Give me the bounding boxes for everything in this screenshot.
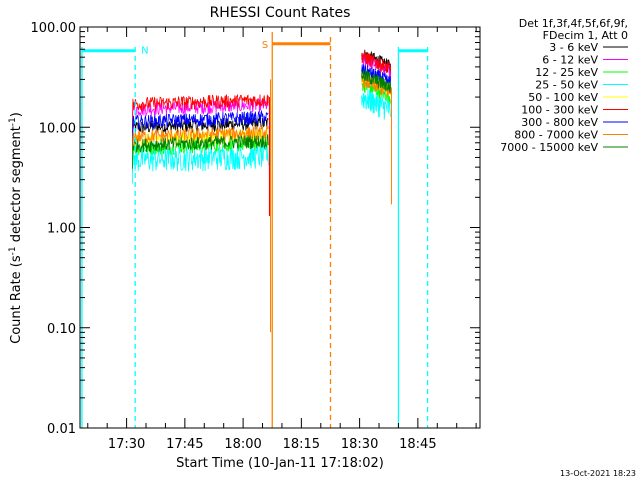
data-layer [132,49,392,333]
legend-entry-label: 3 - 6 keV [549,41,598,54]
chart-title: RHESSI Count Rates [210,5,351,21]
legend-entry-label: 100 - 300 keV [521,104,598,117]
y-axis-label-exp-1: -1 [8,246,18,255]
y-axis-label-part-3: ) [9,112,24,117]
saa-label: S [262,40,268,51]
night-label: N [141,46,148,57]
footer-date: 13-Oct-2021 18:23 [560,469,636,478]
y-tick-label: 0.01 [47,422,76,437]
series-trace [132,97,269,133]
legend-entry-label: 25 - 50 keV [535,79,598,92]
y-axis-label: Count Rate (s-1 detector segment-1) [8,112,24,344]
x-tick-label: 18:15 [283,437,320,452]
x-tick-label: 18:00 [224,437,261,452]
series-trace [132,109,269,146]
x-tick-label: 18:30 [341,437,378,452]
x-tick-label: 17:45 [166,437,203,452]
series-trace [132,144,269,184]
legend-entry-label: 7000 - 15000 keV [500,141,598,154]
series-trace [132,125,269,161]
legend-entry-label: 50 - 100 keV [528,91,598,104]
legend: Det 1f,3f,4f,5f,6f,9f, FDecim 1, Att 0 3… [500,17,628,154]
y-axis-label-part-2: detector segment [9,126,24,246]
series-trace [361,50,392,74]
series-trace [132,134,269,169]
y-axis-label-exp-2: -1 [8,117,18,126]
y-axis: 100.00 10.00 1.00 0.10 0.01 [31,21,480,437]
y-tick-label: 1.00 [47,222,76,237]
legend-header-line-1: Det 1f,3f,4f,5f,6f,9f, [519,17,628,30]
y-tick-label: 100.00 [31,21,77,36]
y-tick-label: 0.10 [47,322,76,337]
legend-header-line-2: FDecim 1, Att 0 [543,29,628,42]
legend-entry-label: 300 - 800 keV [521,116,598,129]
series-trace [361,69,392,93]
x-axis-label: Start Time (10-Jan-11 17:18:02) [176,456,384,471]
x-tick-label: 17:30 [108,437,145,452]
series-trace [361,89,392,120]
legend-entry-label: 6 - 12 keV [542,54,598,67]
legend-entry-label: 12 - 25 keV [535,66,598,79]
series-trace [132,94,269,128]
x-axis: 17:30 17:45 18:00 18:15 18:30 18:45 [87,27,477,452]
legend-entry-label: 800 - 7000 keV [514,129,598,142]
plot-frame [79,26,481,429]
y-tick-label: 10.00 [39,121,76,136]
x-tick-label: 18:45 [399,437,436,452]
y-axis-label-part-1: Count Rate (s [9,255,24,344]
